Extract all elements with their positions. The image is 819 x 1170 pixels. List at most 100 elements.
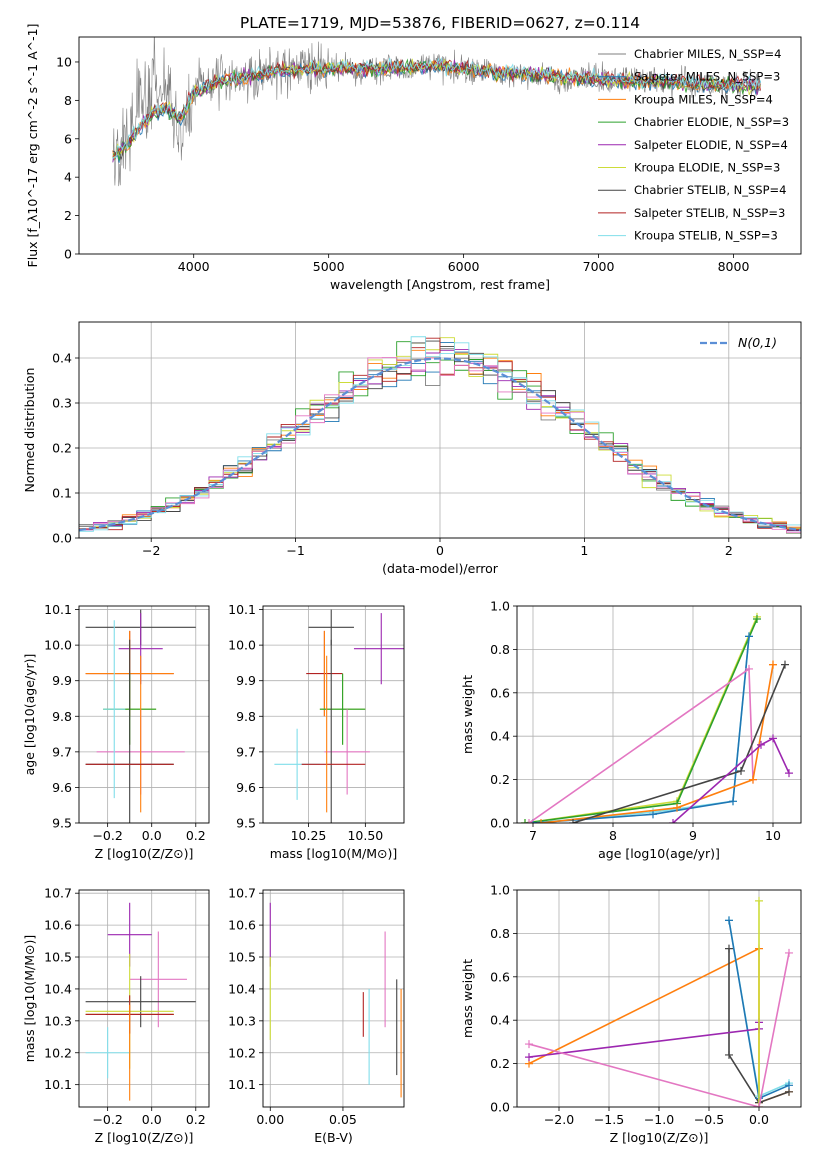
x-tick-label: −0.2	[92, 828, 122, 843]
axes-frame	[262, 889, 405, 1108]
series-point	[737, 766, 745, 775]
x-tick-label: −0.2	[92, 1112, 122, 1127]
series-point	[769, 660, 777, 669]
y-tick-label: 10.2	[228, 1045, 256, 1060]
y-tick-label: 10.0	[228, 638, 256, 653]
series-line	[672, 737, 790, 823]
plot-area	[521, 612, 793, 823]
legend-entry: N(0,1)	[738, 335, 777, 350]
y-tick-label: 4	[64, 170, 72, 185]
y-tick-label: 0.2	[490, 772, 510, 787]
series-point	[755, 896, 763, 905]
axes-frame	[516, 605, 802, 824]
panel-age_vs_mass: 10.25 10.50 9.5 9.6 9.7 9.8 9.9 10.0 10.1 mass [l…	[228, 602, 405, 861]
legend-entry: Chabrier MILES, N_SSP=4	[634, 47, 781, 61]
y-tick-label: 0.4	[490, 1013, 510, 1028]
gaussian-curve	[79, 357, 801, 532]
y-tick-label: 0.2	[490, 1056, 510, 1071]
y-tick-label: 9.6	[236, 780, 256, 795]
series-line	[728, 948, 790, 1104]
x-tick-label: 0.00	[256, 1112, 284, 1127]
plot-area	[525, 896, 793, 1107]
legend-entry: Kroupa ELODIE, N_SSP=3	[634, 161, 780, 175]
x-tick-label: 5000	[313, 259, 345, 274]
x-tick-label: 0.2	[186, 1112, 206, 1127]
series-point	[537, 819, 545, 823]
panel-massweight_vs_age: 7 8 9 10 0.0 0.2 0.4 0.6 0.8 1.0 age [log10(age/yr…	[460, 599, 802, 861]
legend-entry: Chabrier ELODIE, N_SSP=3	[634, 115, 789, 129]
x-tick-label: 1	[580, 543, 588, 558]
panel-mass_vs_ebv: 0.00 0.05 10.1 10.2 10.3 10.4 10.5 10.6 10.7 E(B-…	[228, 886, 405, 1145]
y-tick-label: 9.6	[52, 780, 72, 795]
x-axis-label: Z [log10(Z/Z⊙)]	[95, 846, 194, 861]
y-tick-label: 10.4	[228, 981, 256, 996]
y-tick-label: 10.7	[44, 886, 72, 901]
x-axis-label: mass [log10(M/M⊙)]	[270, 846, 398, 861]
y-tick-label: 10.6	[44, 918, 72, 933]
y-tick-label: 0.4	[490, 729, 510, 744]
series-point	[781, 660, 789, 669]
series-line	[532, 636, 750, 823]
series-point	[745, 664, 753, 673]
plot-area	[79, 336, 801, 534]
y-tick-label: 0	[64, 247, 72, 262]
y-axis-label: Normed distribution	[22, 368, 37, 493]
axes-frame	[78, 321, 802, 539]
y-tick-label: 1.0	[490, 599, 510, 614]
series-line	[540, 664, 774, 823]
legend-entry: Salpeter ELODIE, N_SSP=4	[634, 138, 788, 152]
y-tick-label: 2	[64, 208, 72, 223]
series-point	[525, 819, 533, 823]
y-tick-label: 0.3	[52, 396, 72, 411]
x-axis-label: Z [log10(Z/Z⊙)]	[95, 1130, 194, 1145]
x-tick-label: 6000	[448, 259, 480, 274]
series-point	[757, 740, 765, 749]
x-tick-label: −1.5	[594, 1112, 624, 1127]
series-point	[569, 819, 577, 823]
axes-overlay: −2.0 −1.5 −1.0 −0.5 0.0 0.0 0.2 0.4 0.6 0.8 1.0 Z […	[460, 883, 802, 1145]
y-tick-label: 0.0	[490, 816, 510, 831]
plot-area	[269, 902, 402, 1098]
axes-overlay: 10.25 10.50 9.5 9.6 9.7 9.8 9.9 10.0 10.1 mass [l…	[228, 602, 405, 861]
x-tick-label: 10.25	[291, 828, 327, 843]
series-point	[745, 632, 753, 641]
series-point	[725, 916, 733, 925]
plot-area	[112, 37, 761, 187]
x-axis-label: age [log10(age/yr)]	[598, 846, 720, 861]
x-axis-label: E(B-V)	[314, 1130, 353, 1145]
plot-area	[274, 609, 404, 823]
series-line	[528, 952, 790, 1107]
residual-histogram	[79, 357, 801, 534]
x-tick-label: 10.50	[347, 828, 383, 843]
x-tick-label: −2.0	[544, 1112, 574, 1127]
series-point	[729, 797, 737, 806]
y-tick-label: 6	[64, 131, 72, 146]
y-tick-label: 10.1	[228, 1077, 256, 1092]
legend-entry: Chabrier STELIB, N_SSP=4	[634, 183, 786, 197]
x-tick-label: 7	[529, 828, 537, 843]
x-tick-label: 0.0	[142, 828, 162, 843]
axes-overlay: 7 8 9 10 0.0 0.2 0.4 0.6 0.8 1.0 age [log10(age/yr…	[460, 599, 802, 861]
figure-title: PLATE=1719, MJD=53876, FIBERID=0627, z=0…	[240, 14, 640, 32]
x-tick-label: 4000	[178, 259, 210, 274]
series-line	[528, 667, 754, 823]
series-point	[785, 948, 793, 957]
y-tick-label: 10.7	[228, 886, 256, 901]
series-point	[769, 734, 777, 743]
plot-area	[85, 902, 196, 1101]
y-tick-label: 9.7	[236, 744, 256, 759]
x-tick-label: 10	[765, 828, 781, 843]
panel-spectrum: 4000 5000 6000 7000 8000 0 2 4 6 8 10 wavelength [A…	[25, 24, 802, 292]
x-axis-label: wavelength [Angstrom, rest frame]	[330, 277, 550, 292]
y-tick-label: 10	[56, 54, 72, 69]
y-axis-label: Flux [f_λ10^-17 erg cm^-2 s^-1 A^-1]	[25, 24, 40, 268]
y-tick-label: 10.0	[44, 638, 72, 653]
x-tick-label: 0.2	[186, 828, 206, 843]
panel-massweight_vs_Z: −2.0 −1.5 −1.0 −0.5 0.0 0.0 0.2 0.4 0.6 0.8 1.0 Z […	[460, 883, 802, 1145]
x-tick-label: −2	[142, 543, 160, 558]
plot-area	[85, 609, 196, 823]
y-tick-label: 9.9	[236, 673, 256, 688]
y-tick-label: 9.5	[52, 816, 72, 831]
y-axis-label: mass weight	[460, 675, 475, 754]
